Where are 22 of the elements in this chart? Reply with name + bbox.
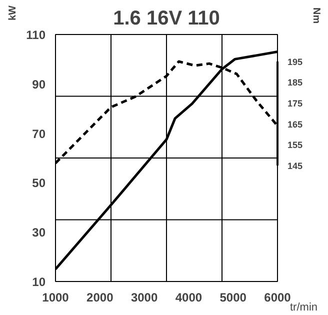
x-axis-title: tr/min bbox=[290, 302, 318, 314]
y2-tick-label: 185 bbox=[288, 78, 303, 88]
x-tick-label: 2000 bbox=[86, 290, 114, 304]
y2-tick-label: 195 bbox=[288, 56, 303, 67]
y-tick-label: 70 bbox=[32, 126, 46, 141]
y-tick-label: 110 bbox=[26, 28, 46, 42]
y-tick-label: 50 bbox=[32, 176, 46, 190]
y2-tick-label: 175 bbox=[288, 98, 303, 108]
x-tick-label: 4000 bbox=[175, 290, 202, 304]
y2-tick-label: 165 bbox=[288, 119, 303, 130]
x-tick-label: 6000 bbox=[264, 290, 292, 304]
y-tick-label: 30 bbox=[32, 226, 46, 240]
y2-tick-label: 155 bbox=[288, 140, 303, 150]
y2-axis-title: Nm bbox=[310, 8, 322, 24]
y-tick-label: 10 bbox=[32, 275, 46, 289]
x-tick-label: 3000 bbox=[130, 290, 158, 304]
x-tick-label: 1000 bbox=[42, 290, 70, 304]
y-axis-title: kW bbox=[8, 4, 18, 20]
y-tick-label: 90 bbox=[32, 77, 46, 92]
x-tick-label: 5000 bbox=[220, 290, 247, 304]
y2-tick-label: 145 bbox=[288, 160, 303, 171]
chart-title: 1.6 16V 110 bbox=[113, 8, 220, 30]
